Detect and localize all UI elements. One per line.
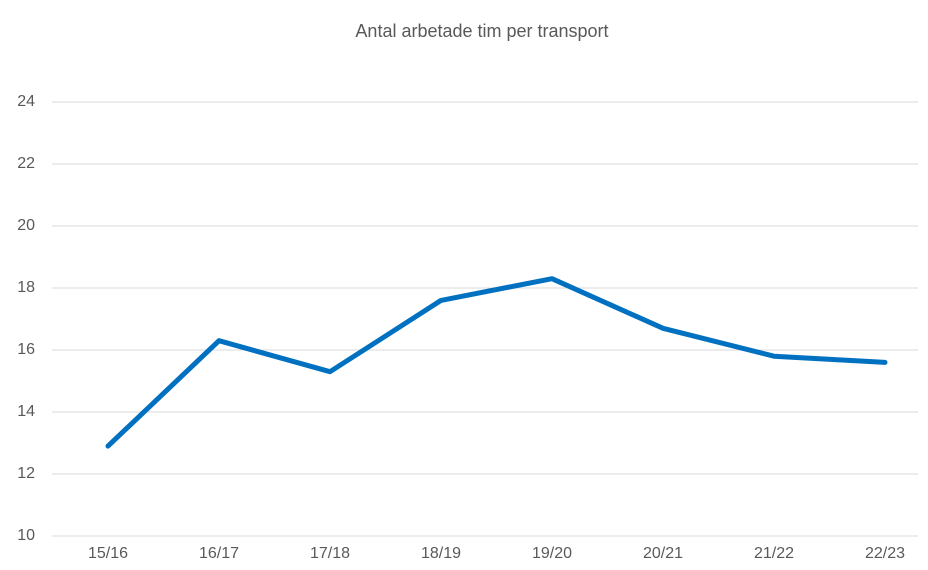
x-tick-label: 21/22 [754, 545, 794, 562]
x-tick-label: 18/19 [421, 545, 461, 562]
y-tick-label: 16 [17, 341, 35, 358]
y-tick-label: 24 [17, 93, 35, 110]
chart-title: Antal arbetade tim per transport [355, 21, 608, 41]
y-tick-label: 12 [17, 465, 35, 482]
x-tick-label: 16/17 [199, 545, 239, 562]
x-tick-label: 19/20 [532, 545, 572, 562]
x-tick-label: 22/23 [865, 545, 905, 562]
y-tick-label: 22 [17, 155, 35, 172]
x-tick-label: 15/16 [88, 545, 128, 562]
y-tick-label: 20 [17, 217, 35, 234]
y-tick-label: 10 [17, 527, 35, 544]
y-tick-label: 14 [17, 403, 35, 420]
x-tick-label: 17/18 [310, 545, 350, 562]
y-tick-label: 18 [17, 279, 35, 296]
x-tick-label: 20/21 [643, 545, 683, 562]
line [105, 276, 888, 449]
